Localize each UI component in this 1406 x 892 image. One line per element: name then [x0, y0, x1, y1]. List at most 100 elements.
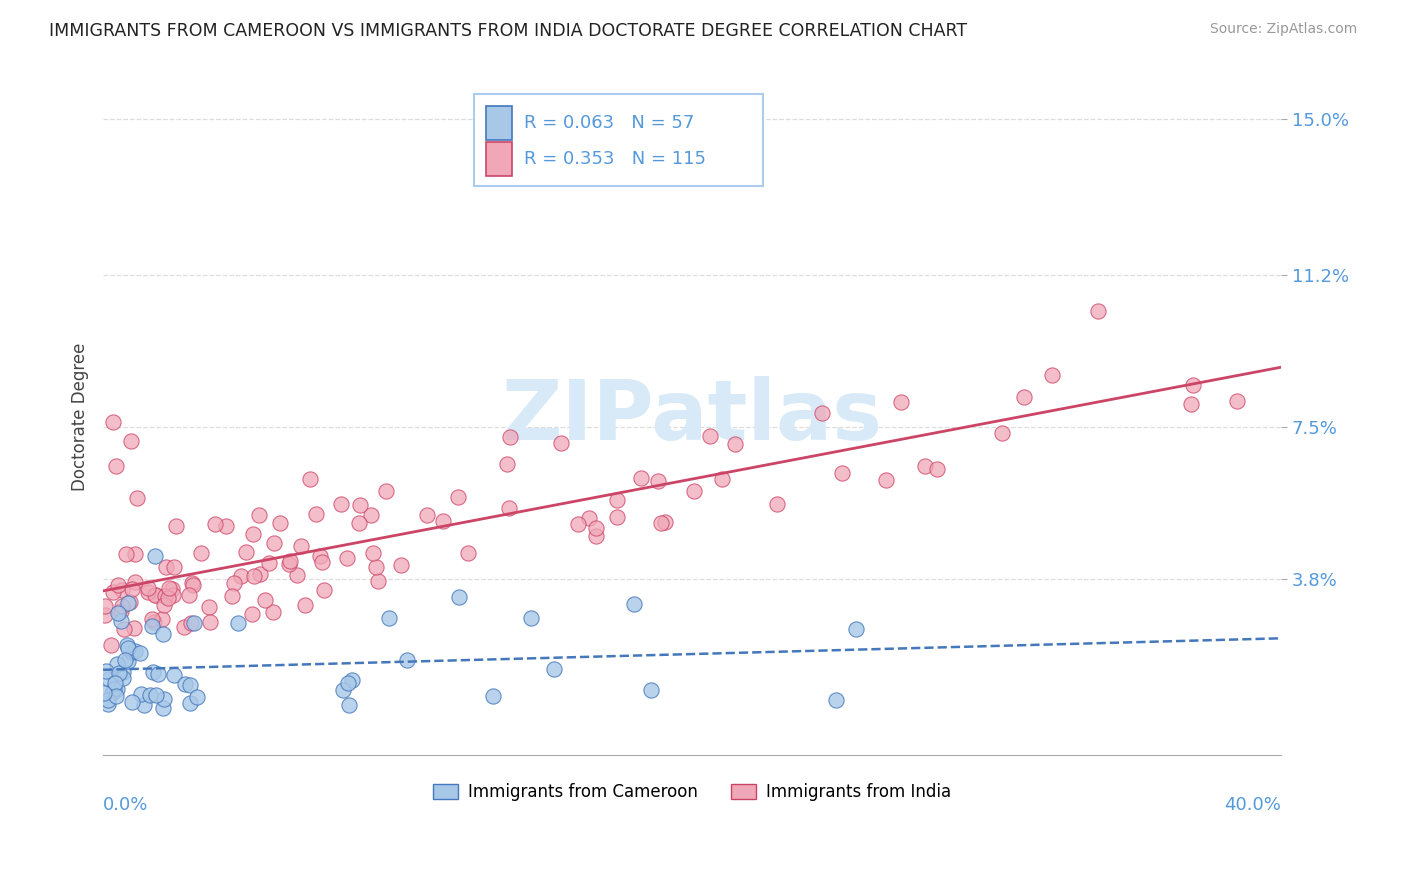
Point	[1012, 390, 1035, 404]
Point	[141, 611, 163, 625]
Text: R = 0.063   N = 57: R = 0.063 N = 57	[523, 114, 695, 132]
Point	[117, 597, 139, 611]
Point	[138, 689, 160, 703]
FancyBboxPatch shape	[474, 95, 763, 186]
Point	[654, 515, 676, 529]
Point	[875, 473, 897, 487]
Point	[145, 688, 167, 702]
Point	[496, 457, 519, 471]
Point	[650, 516, 672, 531]
Point	[498, 500, 520, 515]
Point	[105, 657, 128, 672]
Point	[519, 611, 541, 625]
Point	[280, 554, 302, 568]
Point	[309, 549, 332, 563]
Point	[269, 516, 291, 531]
Point	[481, 689, 503, 703]
Point	[340, 673, 363, 688]
Point	[711, 472, 734, 486]
Point	[845, 622, 868, 636]
Point	[190, 546, 212, 560]
Point	[1042, 368, 1064, 383]
Text: ZIPatlas: ZIPatlas	[502, 376, 883, 457]
Point	[449, 590, 471, 604]
Point	[374, 484, 396, 499]
Point	[630, 471, 652, 485]
Point	[152, 627, 174, 641]
Point	[349, 516, 371, 530]
Point	[378, 611, 401, 625]
Point	[585, 529, 607, 543]
Point	[337, 698, 360, 712]
Point	[229, 569, 252, 583]
Point	[249, 566, 271, 581]
Point	[811, 406, 834, 420]
Point	[157, 581, 180, 595]
Point	[249, 508, 271, 522]
Point	[104, 689, 127, 703]
Point	[585, 521, 607, 535]
Point	[1087, 303, 1109, 318]
Point	[330, 497, 353, 511]
Point	[117, 639, 139, 653]
Point	[173, 619, 195, 633]
Text: Source: ZipAtlas.com: Source: ZipAtlas.com	[1209, 22, 1357, 37]
Point	[180, 575, 202, 590]
Point	[121, 582, 143, 597]
Point	[103, 681, 125, 696]
Point	[152, 701, 174, 715]
Point	[221, 589, 243, 603]
Point	[890, 394, 912, 409]
Legend: Immigrants from Cameroon, Immigrants from India: Immigrants from Cameroon, Immigrants fro…	[426, 777, 957, 808]
Point	[336, 551, 359, 566]
Point	[101, 585, 124, 599]
Point	[214, 518, 236, 533]
Point	[312, 582, 335, 597]
Point	[183, 616, 205, 631]
Point	[128, 646, 150, 660]
Point	[111, 599, 134, 613]
Point	[122, 621, 145, 635]
Point	[285, 568, 308, 582]
Point	[132, 698, 155, 712]
Point	[925, 462, 948, 476]
Point	[432, 514, 454, 528]
Point	[543, 662, 565, 676]
Point	[766, 497, 789, 511]
Point	[121, 695, 143, 709]
Point	[578, 511, 600, 525]
Point	[204, 517, 226, 532]
Point	[124, 547, 146, 561]
Point	[446, 490, 468, 504]
Point	[136, 585, 159, 599]
Point	[179, 588, 201, 602]
Point	[104, 676, 127, 690]
Point	[121, 434, 143, 448]
Point	[156, 591, 179, 606]
Point	[226, 616, 249, 631]
Point	[290, 539, 312, 553]
Point	[396, 653, 419, 667]
Point	[647, 475, 669, 489]
Point	[105, 681, 128, 696]
Point	[416, 508, 439, 523]
Point	[179, 696, 201, 710]
Point	[1180, 397, 1202, 411]
Point	[143, 615, 166, 629]
Point	[682, 484, 704, 499]
Point	[724, 437, 747, 451]
Point	[550, 436, 572, 450]
Point	[107, 578, 129, 592]
Point	[110, 614, 132, 628]
Point	[143, 588, 166, 602]
Point	[360, 508, 382, 523]
Point	[100, 638, 122, 652]
Point	[606, 509, 628, 524]
Point	[111, 582, 134, 597]
Point	[117, 640, 139, 655]
Point	[162, 582, 184, 596]
Point	[366, 560, 388, 574]
Point	[179, 678, 201, 692]
Point	[623, 597, 645, 611]
Text: R = 0.353   N = 115: R = 0.353 N = 115	[523, 150, 706, 168]
